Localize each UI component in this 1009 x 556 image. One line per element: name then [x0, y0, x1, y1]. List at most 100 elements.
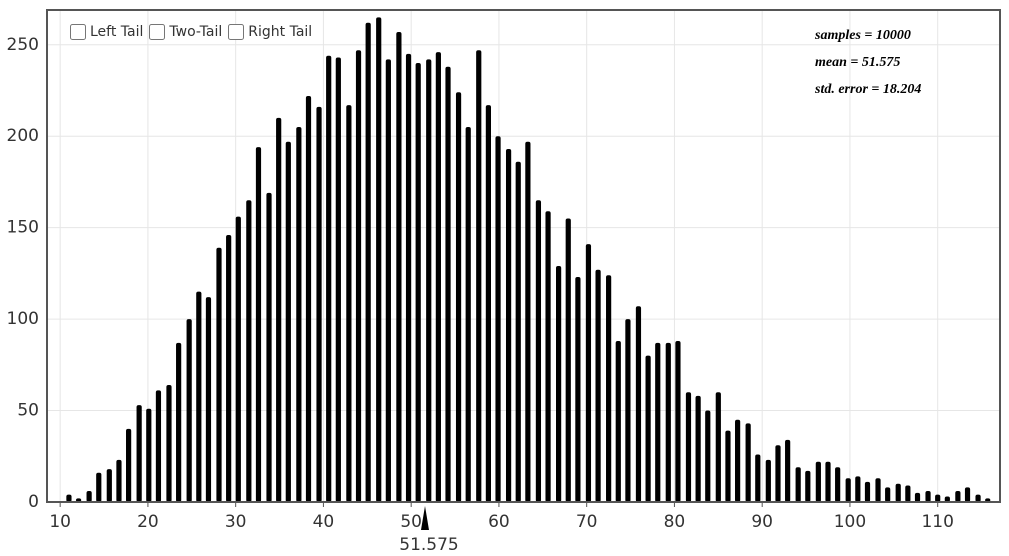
x-tick-label: 10: [49, 512, 71, 532]
bar: [455, 92, 462, 502]
bar: [515, 161, 521, 502]
bar: [405, 53, 412, 503]
y-tick-label: 50: [17, 401, 39, 421]
y-tick-label: 150: [7, 218, 39, 238]
bar: [944, 496, 950, 502]
bar: [476, 50, 482, 503]
bar: [606, 275, 612, 502]
bar: [925, 491, 931, 502]
bar: [585, 244, 592, 503]
tail-option[interactable]: Two-Tail: [149, 24, 223, 40]
y-tick-label: 200: [7, 126, 39, 146]
bar: [485, 105, 491, 503]
bar: [276, 117, 282, 503]
bar: [914, 492, 921, 502]
stat-text: samples = 10000: [814, 28, 911, 43]
x-tick-label: 70: [576, 512, 598, 532]
bar: [116, 459, 122, 502]
bar: [825, 461, 831, 502]
bar: [645, 355, 651, 502]
checkbox[interactable]: [228, 24, 245, 40]
option-label: Left Tail: [90, 24, 144, 40]
bar: [725, 430, 731, 502]
bar: [835, 467, 841, 502]
bar: [745, 423, 751, 502]
bar: [435, 52, 441, 502]
bar: [316, 106, 322, 503]
bar: [905, 485, 911, 502]
bar: [365, 22, 371, 502]
bar: [305, 95, 312, 502]
checkbox[interactable]: [70, 24, 86, 40]
bar: [556, 266, 562, 502]
x-tick-label: 30: [225, 512, 247, 532]
checkbox[interactable]: [149, 24, 166, 40]
y-tick-label: 0: [28, 492, 39, 512]
tail-option[interactable]: Right Tail: [228, 24, 313, 40]
bar: [615, 341, 621, 502]
stat-text: mean = 51.575: [815, 55, 900, 70]
tail-option[interactable]: Left Tail: [70, 24, 144, 40]
x-tick-label: 60: [488, 512, 510, 532]
bar: [376, 17, 382, 503]
x-tick-label: 40: [313, 512, 335, 532]
bar: [216, 247, 222, 502]
tail-controls: Left Tail Two-Tail Right Tail: [70, 24, 313, 40]
bar: [106, 469, 112, 502]
bar: [335, 57, 341, 503]
bar: [845, 478, 851, 502]
bar: [86, 491, 92, 502]
bar: [964, 487, 971, 502]
bar: [235, 216, 241, 502]
x-tick-label: 50: [400, 512, 422, 532]
bar: [445, 66, 451, 502]
bar: [326, 55, 332, 502]
bar: [266, 192, 272, 502]
bar: [396, 31, 402, 502]
bar: [426, 59, 432, 502]
y-tick-label: 250: [7, 35, 39, 55]
bar: [465, 127, 471, 503]
x-tick-label: 80: [664, 512, 686, 532]
bar: [505, 149, 512, 502]
bar: [525, 141, 531, 502]
bar: [755, 454, 761, 502]
bar: [635, 306, 642, 502]
x-tick-label: 110: [921, 512, 953, 532]
bar: [625, 319, 631, 502]
bar: [775, 445, 781, 502]
bar: [735, 419, 741, 502]
bar: [535, 200, 542, 502]
option-label: Right Tail: [248, 24, 313, 40]
mean-marker-label: 51.575: [399, 535, 458, 555]
bar: [226, 234, 232, 502]
bar: [126, 428, 132, 502]
bar: [255, 147, 262, 502]
bar: [875, 478, 881, 502]
bar: [665, 342, 671, 502]
bar: [296, 127, 302, 503]
x-tick-label: 100: [834, 512, 866, 532]
bar: [176, 342, 182, 502]
bar: [815, 461, 821, 502]
y-tick-label: 100: [7, 309, 39, 329]
bar: [96, 472, 102, 502]
bar: [895, 483, 901, 502]
bar: [655, 342, 661, 502]
bar: [415, 63, 421, 502]
bar: [136, 405, 142, 502]
bar: [166, 384, 172, 502]
bar: [346, 105, 352, 503]
bar: [675, 341, 681, 502]
bar: [595, 269, 601, 502]
bar: [196, 291, 202, 502]
bar: [955, 491, 961, 502]
bar: [695, 395, 701, 502]
bar: [385, 59, 391, 502]
bar: [205, 297, 212, 502]
bar: [565, 218, 571, 503]
bar: [155, 390, 162, 502]
bar: [575, 277, 581, 502]
bar: [885, 487, 891, 502]
